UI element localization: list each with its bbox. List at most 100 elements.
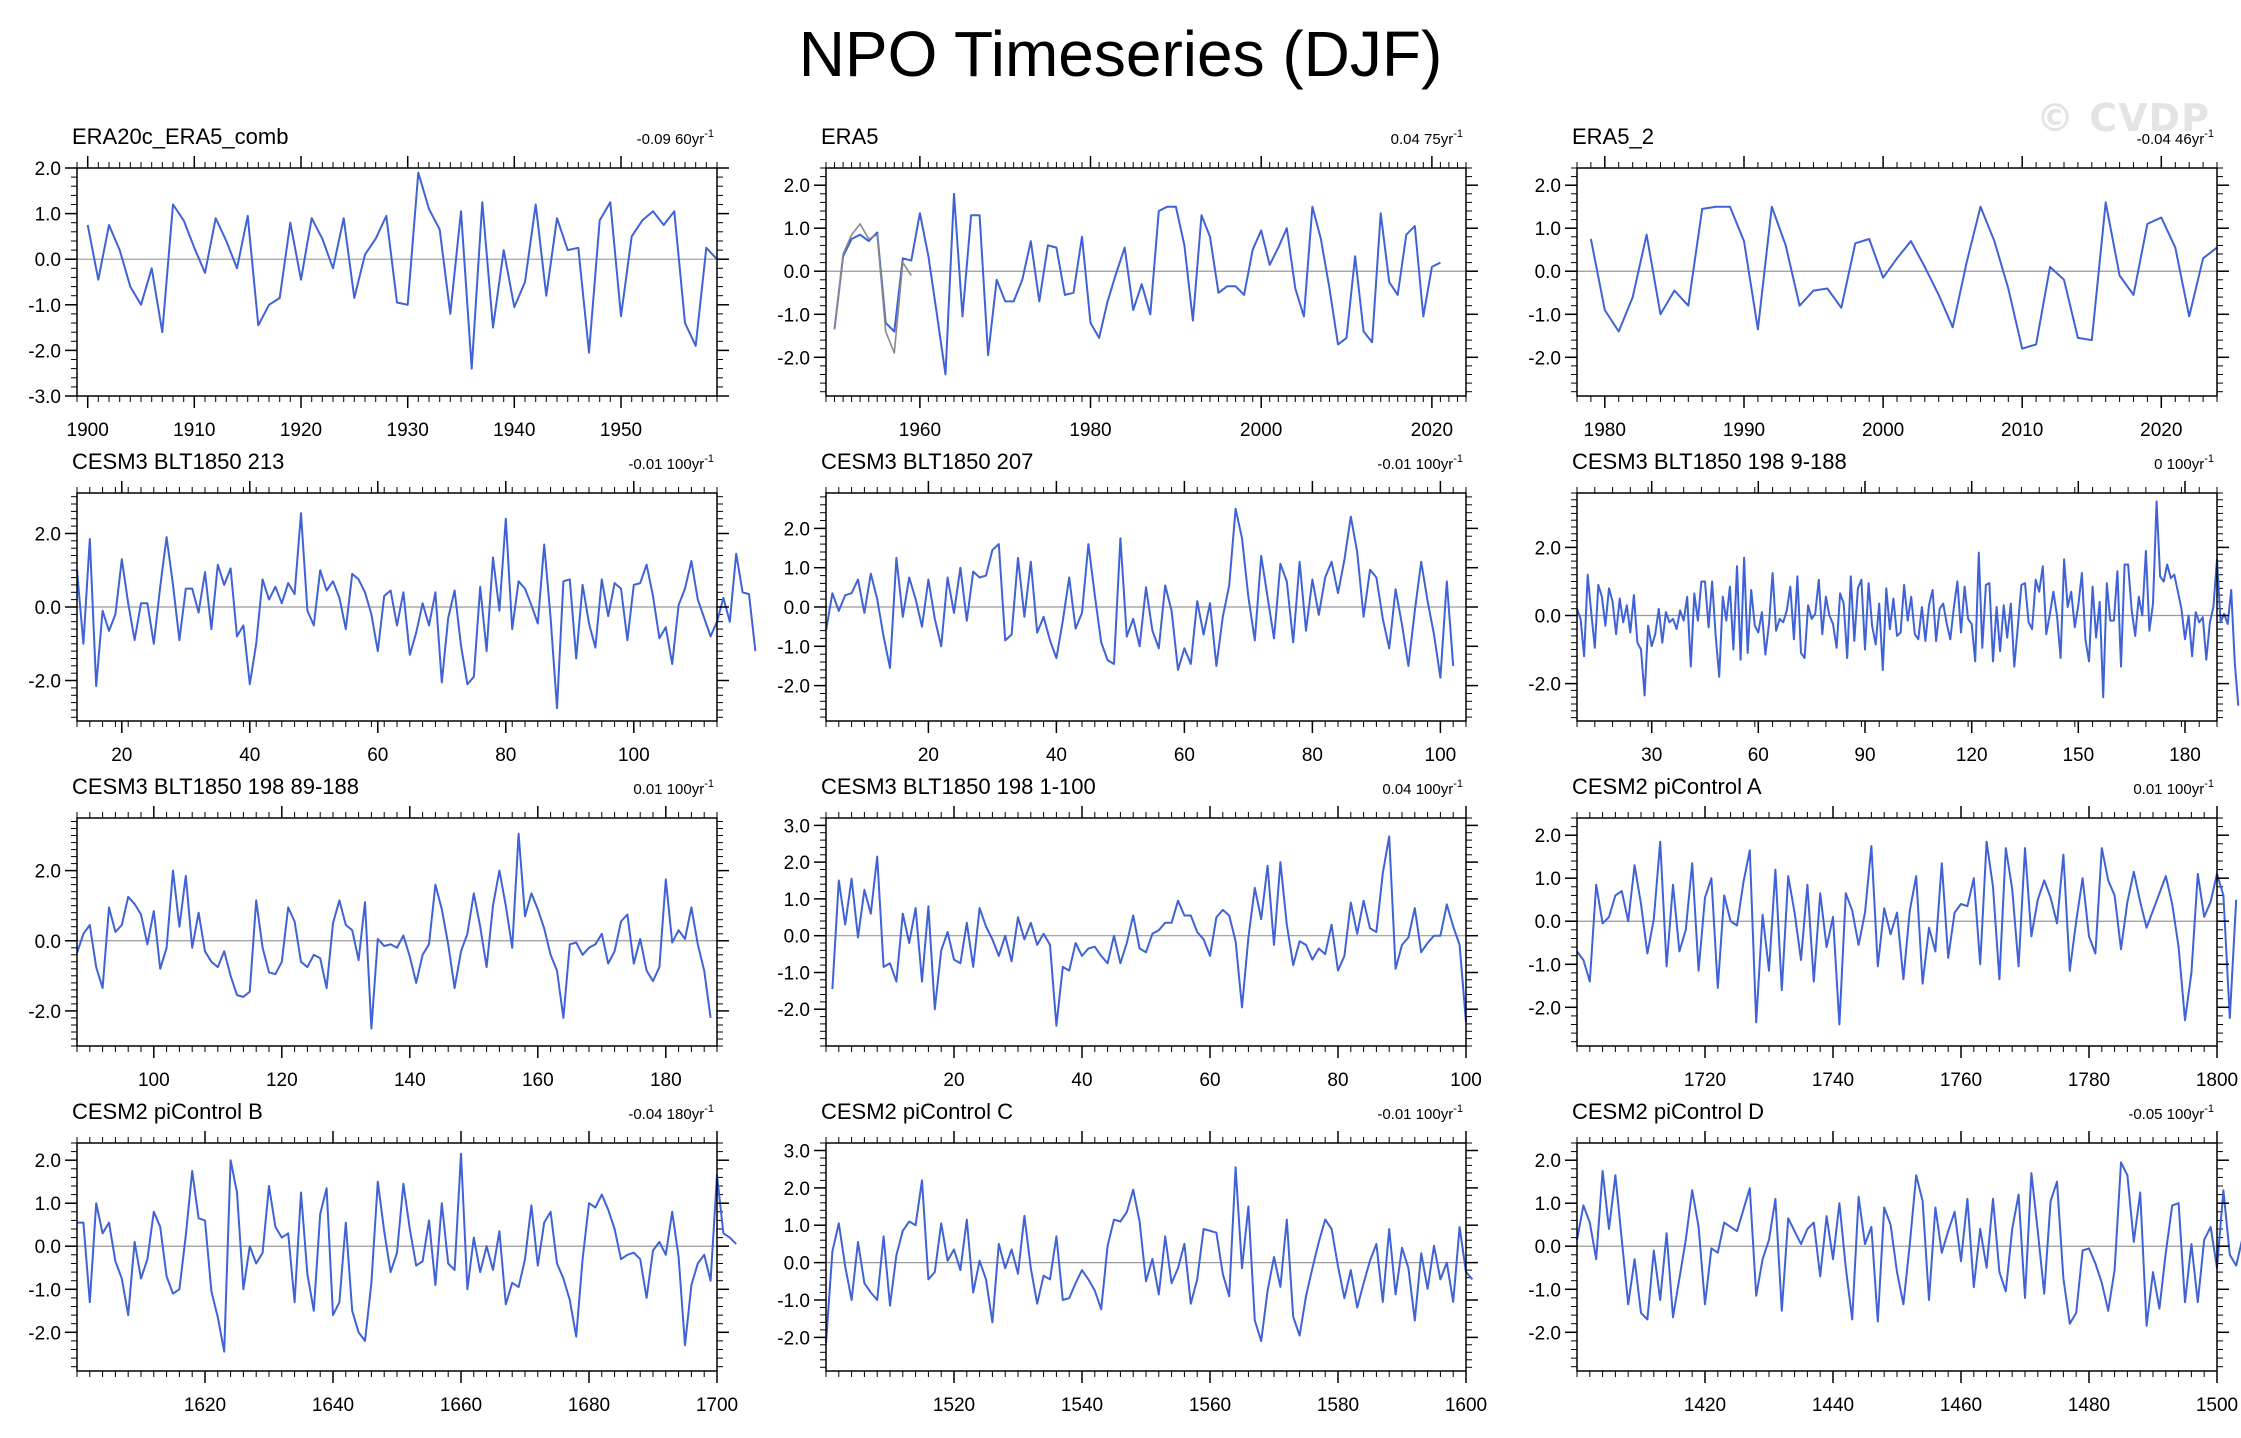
- y-tick-label: 1.0: [35, 205, 61, 226]
- x-tick-label: 2020: [1411, 420, 1453, 441]
- panel-title: CESM3 BLT1850 198 9-188: [1572, 449, 1847, 474]
- y-tick-label: 2.0: [35, 525, 61, 546]
- x-tick-label: 100: [1425, 745, 1457, 766]
- y-tick-label: -2.0: [28, 341, 61, 362]
- x-tick-label: 140: [394, 1070, 426, 1091]
- y-tick-label: -2.0: [777, 677, 810, 698]
- y-tick-label: -1.0: [777, 1291, 810, 1312]
- y-tick-label: -2.0: [1528, 348, 1561, 369]
- series-line: [1576, 840, 2238, 1026]
- x-tick-label: 1480: [2068, 1395, 2110, 1416]
- x-tick-label: 40: [1071, 1070, 1092, 1091]
- x-tick-label: 80: [495, 745, 516, 766]
- x-tick-label: 100: [138, 1070, 170, 1091]
- x-tick-label: 1990: [1723, 420, 1765, 441]
- chart-panel: 1620 1640 1660 1680 1700 -2.0 -1.0 0.0 1.0 2.0 CES…: [28, 1099, 738, 1416]
- y-tick-label: -3.0: [28, 387, 61, 408]
- y-tick-label: 0.0: [1535, 1237, 1561, 1258]
- panel-title: CESM2 piControl D: [1572, 1099, 1764, 1124]
- x-tick-label: 40: [1046, 745, 1067, 766]
- y-tick-label: 1.0: [35, 1194, 61, 1215]
- chart-panel: 1960 1980 2000 2020 -2.0 -1.0 0.0 1.0 2.0 ERA5 0.0…: [777, 124, 1478, 441]
- trend-exponent: -1: [1453, 778, 1463, 790]
- plot-frame: [76, 167, 718, 397]
- x-tick-label: 100: [1450, 1070, 1482, 1091]
- trend-exponent: -1: [1453, 1103, 1463, 1115]
- trend-annotation: -0.04 46yr-1: [2137, 128, 2214, 148]
- x-tick-label: 60: [367, 745, 388, 766]
- trend-exponent: -1: [2204, 1103, 2214, 1115]
- y-tick-label: 1.0: [784, 890, 810, 911]
- x-tick-label: 1440: [1812, 1395, 1854, 1416]
- x-tick-label: 1660: [440, 1395, 482, 1416]
- panel-title: CESM3 BLT1850 213: [72, 449, 284, 474]
- x-tick-label: 1460: [1940, 1395, 1982, 1416]
- y-tick-label: -1.0: [28, 1280, 61, 1301]
- x-tick-label: 1950: [600, 420, 642, 441]
- x-tick-label: 1800: [2196, 1070, 2238, 1091]
- y-tick-label: -1.0: [777, 964, 810, 985]
- trend-annotation: 0.04 100yr-1: [1382, 778, 1463, 798]
- x-tick-label: 1700: [696, 1395, 738, 1416]
- y-tick-label: -2.0: [1528, 675, 1561, 696]
- y-tick-label: 2.0: [1535, 176, 1561, 197]
- series-line: [77, 1152, 737, 1353]
- trend-exponent: -1: [1453, 453, 1463, 465]
- chart-panel: 20 40 60 80 100 -2.0 -1.0 0.0 1.0 2.0 3.0 CESM3 BLT…: [777, 774, 1482, 1091]
- y-tick-label: -1.0: [1528, 955, 1561, 976]
- trend-value: -0.04 180yr: [628, 1106, 704, 1123]
- series-line: [825, 507, 1455, 679]
- x-tick-label: 1740: [1812, 1070, 1854, 1091]
- y-tick-label: 2.0: [784, 1179, 810, 1200]
- chart-panel: 1900 1910 1920 1930 1940 1950 -3.0 -2.0 -1.0 0.0 1…: [28, 124, 729, 441]
- chart-panel: 30 60 90 120 150 180 -2.0 0.0 2.0 CESM3 BLT1850 1…: [1528, 449, 2240, 766]
- x-tick-label: 120: [1956, 745, 1988, 766]
- chart-panel: 1420 1440 1460 1480 1500 -2.0 -1.0 0.0 1.0 2.0 CES…: [1528, 1099, 2241, 1416]
- plot-frame: [76, 817, 718, 1047]
- trend-value: 0.01 100yr: [633, 781, 704, 798]
- minor-ticks: [820, 1137, 1472, 1377]
- x-tick-label: 1620: [184, 1395, 226, 1416]
- chart-panel: 1980 1990 2000 2010 2020 -2.0 -1.0 0.0 1.0 2.0 ERA…: [1528, 124, 2229, 441]
- y-tick-label: 0.0: [1535, 262, 1561, 283]
- x-tick-label: 160: [522, 1070, 554, 1091]
- y-tick-label: 0.0: [784, 598, 810, 619]
- x-tick-label: 1600: [1445, 1395, 1487, 1416]
- chart-panel: 100 120 140 160 180 -2.0 0.0 2.0 CESM3 BLT1850 1…: [28, 774, 729, 1091]
- y-tick-label: -2.0: [28, 1002, 61, 1023]
- y-tick-label: 3.0: [784, 1142, 810, 1163]
- chart-panel: 20 40 60 80 100 -2.0 0.0 2.0 CESM3 BLT1850 213 -0…: [28, 449, 757, 766]
- x-tick-label: 1920: [280, 420, 322, 441]
- y-tick-label: 1.0: [1535, 869, 1561, 890]
- y-tick-label: -1.0: [777, 305, 810, 326]
- x-tick-label: 1760: [1940, 1070, 1982, 1091]
- series-line: [825, 1166, 1474, 1344]
- y-tick-label: 0.0: [35, 598, 61, 619]
- x-tick-label: 80: [1327, 1070, 1348, 1091]
- trend-value: 0.01 100yr: [2133, 781, 2204, 798]
- panel-title: CESM2 piControl B: [72, 1099, 263, 1124]
- plot-frame: [76, 1142, 718, 1372]
- plot-frame: [1576, 492, 2218, 722]
- y-tick-label: 2.0: [784, 853, 810, 874]
- y-tick-label: 1.0: [1535, 219, 1561, 240]
- y-tick-label: 1.0: [784, 559, 810, 580]
- x-tick-label: 2010: [2001, 420, 2043, 441]
- x-tick-label: 30: [1641, 745, 1662, 766]
- panel-title: CESM3 BLT1850 198 1-100: [821, 774, 1096, 799]
- x-tick-label: 180: [2169, 745, 2201, 766]
- trend-exponent: -1: [2204, 128, 2214, 140]
- x-tick-label: 1560: [1189, 1395, 1231, 1416]
- series-line: [831, 835, 1467, 1027]
- x-tick-label: 60: [1748, 745, 1769, 766]
- trend-value: -0.09 60yr: [637, 131, 705, 148]
- panel-title: CESM3 BLT1850 198 89-188: [72, 774, 359, 799]
- y-tick-label: 1.0: [784, 1216, 810, 1237]
- x-tick-label: 20: [943, 1070, 964, 1091]
- trend-exponent: -1: [704, 128, 714, 140]
- minor-ticks: [820, 812, 1472, 1052]
- y-tick-label: -1.0: [777, 637, 810, 658]
- trend-annotation: -0.04 180yr-1: [628, 1103, 714, 1123]
- series-line: [76, 832, 712, 1030]
